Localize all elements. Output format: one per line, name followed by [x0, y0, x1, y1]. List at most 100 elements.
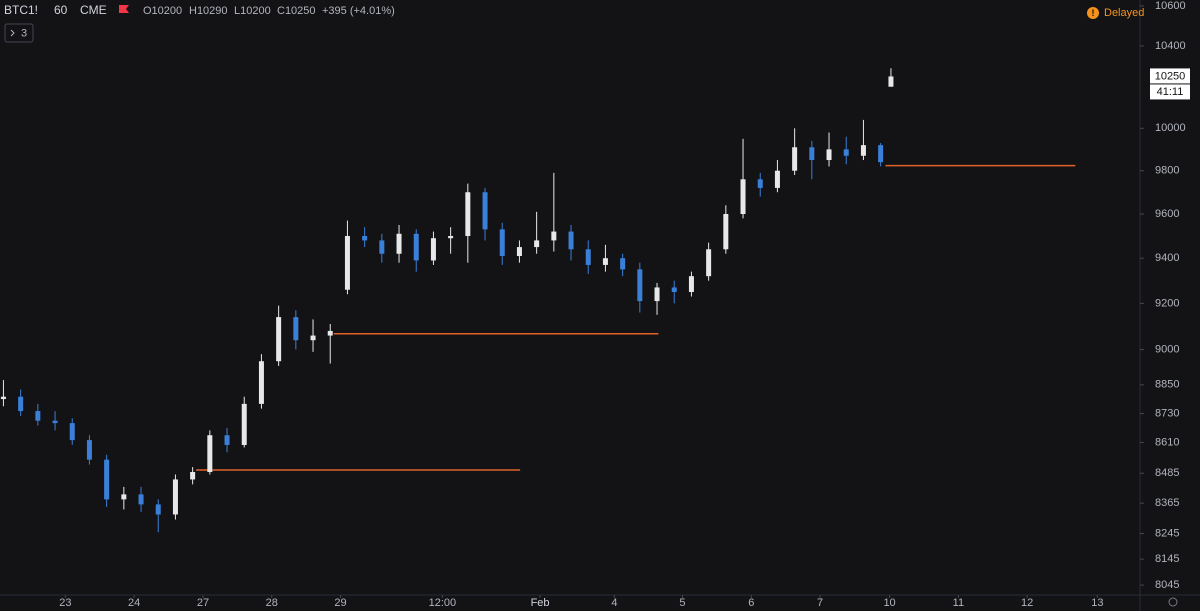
candle-body — [888, 76, 894, 87]
delayed-icon-mark: ! — [1092, 8, 1095, 18]
last-price-box — [1150, 68, 1190, 84]
candle-body — [843, 149, 849, 156]
candle-body — [723, 214, 729, 250]
settings-icon[interactable] — [1168, 597, 1178, 607]
candle-body — [69, 423, 75, 441]
candle-body — [172, 479, 178, 515]
candle-body — [224, 435, 230, 445]
x-tick-label: 23 — [59, 597, 71, 609]
y-tick-label: 8610 — [1155, 436, 1179, 448]
indicators-count: 3 — [21, 27, 27, 39]
y-tick-label: 9400 — [1155, 252, 1179, 264]
delayed-icon — [1087, 7, 1099, 19]
candle-body — [602, 258, 608, 265]
high-label: H10290 — [189, 5, 228, 17]
candle-body — [654, 287, 660, 302]
y-tick-label: 9000 — [1155, 343, 1179, 355]
x-tick-label: 12:00 — [429, 597, 457, 609]
candle-body — [0, 396, 6, 400]
candle-body — [327, 330, 333, 336]
candle-body — [860, 145, 866, 156]
candle-body — [585, 249, 591, 265]
x-tick-label: 5 — [679, 597, 685, 609]
candle-body — [207, 435, 213, 473]
indicators-toggle[interactable] — [4, 23, 34, 43]
x-tick-label: 13 — [1091, 597, 1103, 609]
candle-body — [757, 179, 763, 188]
candle-body — [344, 235, 350, 290]
y-tick-label: 10600 — [1155, 0, 1186, 12]
candle-body — [637, 269, 643, 302]
y-tick-label: 8730 — [1155, 407, 1179, 419]
candle-body — [35, 411, 41, 421]
y-tick-label: 10000 — [1155, 122, 1186, 134]
candle-body — [516, 247, 522, 256]
interval[interactable]: 60 — [54, 3, 68, 17]
x-tick-label: 6 — [748, 597, 754, 609]
y-tick-label: 8145 — [1155, 553, 1179, 565]
candle-body — [310, 335, 316, 341]
candle-body — [688, 276, 694, 292]
candle-body — [430, 238, 436, 261]
y-tick-label: 8045 — [1155, 579, 1179, 591]
close-label: C10250 — [277, 5, 316, 17]
candle-body — [878, 145, 884, 163]
x-tick-label: 12 — [1021, 597, 1033, 609]
candle-body — [86, 440, 92, 460]
last-price-label: 10250 — [1155, 70, 1186, 82]
candle-body — [740, 179, 746, 215]
candle-body — [826, 149, 832, 161]
candle-body — [379, 240, 385, 254]
header: BTC1! 60 CME O10200 H10290 L10200 C10250… — [4, 3, 1144, 43]
x-tick-label: 28 — [266, 597, 278, 609]
low-label: L10200 — [234, 5, 271, 17]
flag-icon[interactable] — [119, 5, 129, 13]
symbol[interactable]: BTC1! — [4, 3, 38, 17]
candle-body — [465, 192, 471, 236]
candle-body — [568, 231, 574, 250]
change-label: +395 (+4.01%) — [322, 5, 395, 17]
x-tick-label: Feb — [531, 597, 550, 609]
x-tick-label: 27 — [197, 597, 209, 609]
exchange: CME — [80, 3, 107, 17]
chevron-icon — [10, 29, 15, 37]
x-tick-label: 11 — [953, 597, 964, 609]
candle-body — [482, 192, 488, 230]
candle-body — [413, 233, 419, 261]
y-tick-label: 8850 — [1155, 379, 1179, 391]
candle-body — [396, 233, 402, 254]
countdown-box — [1150, 84, 1190, 100]
candle-body — [448, 235, 454, 239]
y-tick-label: 9600 — [1155, 208, 1179, 220]
candle-body — [138, 494, 144, 505]
countdown-label: 41:11 — [1157, 86, 1184, 98]
x-tick-label: 4 — [611, 597, 617, 609]
candle-body — [362, 235, 368, 241]
x-tick-label: 29 — [334, 597, 346, 609]
candle-body — [774, 170, 780, 188]
candle-body — [534, 240, 540, 248]
x-tick-label: 24 — [128, 597, 140, 609]
candle-body — [809, 147, 815, 161]
x-tick-label: 7 — [817, 597, 823, 609]
candle-body — [104, 459, 110, 500]
candle-body — [706, 249, 712, 277]
candle-body — [276, 317, 282, 362]
open-label: O10200 — [143, 5, 182, 17]
delayed-status[interactable]: Delayed — [1104, 7, 1144, 19]
candle-body — [52, 420, 58, 424]
y-tick-label: 9200 — [1155, 297, 1179, 309]
candle-body — [551, 231, 557, 241]
candle-body — [671, 287, 677, 292]
candle-body — [792, 147, 798, 171]
candle-body — [241, 403, 247, 445]
y-tick-label: 8365 — [1155, 497, 1179, 509]
candle-body — [121, 494, 127, 500]
x-tick-label: 10 — [883, 597, 895, 609]
y-tick-label: 8485 — [1155, 467, 1179, 479]
candle-body — [190, 472, 196, 480]
candle-body — [620, 258, 626, 270]
candle-body — [293, 317, 299, 341]
